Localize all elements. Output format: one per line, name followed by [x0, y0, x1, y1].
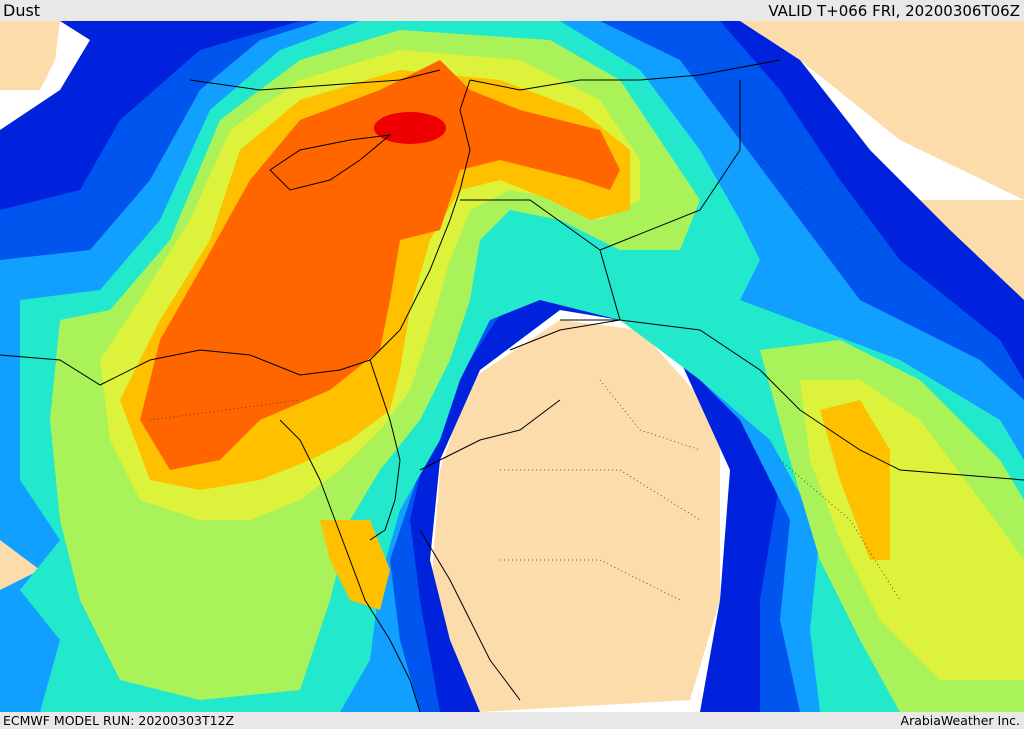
footer-bar [0, 712, 1024, 729]
dust-level-8 [140, 60, 620, 470]
producer-label: ArabiaWeather Inc. [900, 713, 1020, 728]
valid-time-label: VALID T+066 FRI, 20200306T06Z [768, 2, 1020, 20]
land-greece [0, 21, 60, 90]
dust-contour-svg [0, 21, 1024, 712]
header-bar [0, 0, 1024, 21]
land-arabia [430, 320, 720, 712]
model-run-label: ECMWF MODEL RUN: 20200303T12Z [3, 713, 235, 728]
coastlines [0, 59, 1024, 712]
dust-forecast-map [0, 21, 1024, 712]
country-borders-dotted [149, 159, 901, 601]
dust-level-9 [374, 112, 446, 144]
land-turkey-east [740, 21, 1024, 200]
field-title: Dust [3, 1, 41, 20]
